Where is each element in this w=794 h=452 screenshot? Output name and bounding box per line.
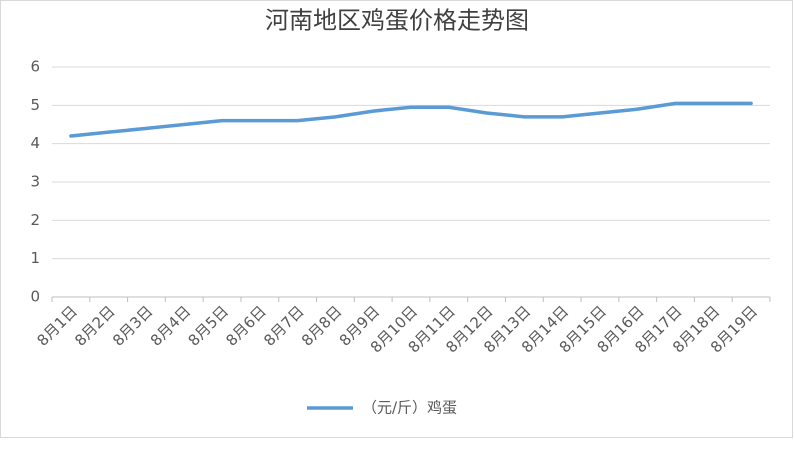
y-tick-label: 6 [30, 58, 40, 76]
y-tick-label: 4 [30, 134, 40, 152]
y-tick-label: 2 [30, 211, 40, 229]
y-tick-label: 1 [30, 249, 40, 267]
chart-border [0, 0, 793, 438]
legend-label: （元/斤）鸡蛋 [362, 399, 457, 417]
y-tick-label: 0 [30, 288, 40, 306]
chart-title: 河南地区鸡蛋价格走势图 [265, 7, 529, 35]
line-series [69, 101, 753, 138]
y-tick-label: 3 [30, 173, 40, 191]
y-tick-label: 5 [30, 96, 40, 114]
